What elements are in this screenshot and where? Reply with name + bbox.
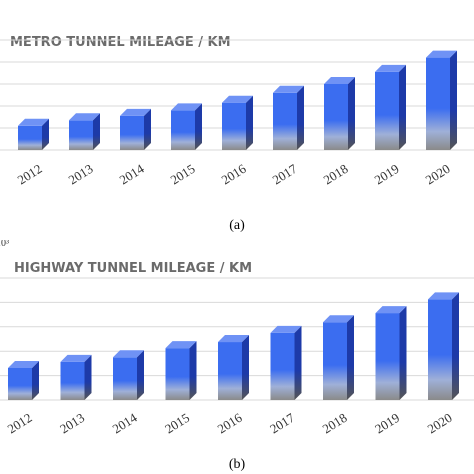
bar — [165, 341, 197, 400]
x-tick-label: 2018 — [320, 410, 350, 436]
x-tick-label: 2020 — [423, 161, 453, 187]
x-tick-label: 2017 — [267, 410, 297, 437]
bar — [323, 315, 354, 400]
x-tick-label: 2016 — [219, 161, 249, 188]
x-tick-label: 2015 — [168, 161, 198, 187]
x-tick-label: 2012 — [15, 161, 45, 187]
bar — [218, 335, 249, 400]
bar — [113, 350, 144, 400]
bar — [69, 113, 100, 150]
x-tick-label: 2014 — [117, 161, 147, 188]
x-tick-label: 2014 — [110, 410, 140, 437]
bar — [8, 360, 39, 400]
metro-tunnel-chart-panel: METRO TUNNEL MILEAGE / KM 2012 2013 2014 20… — [0, 35, 474, 233]
x-tick-label: 2019 — [372, 161, 402, 187]
x-tick-label: 2017 — [270, 161, 300, 188]
x-tick-label: 2013 — [57, 410, 87, 436]
bar — [270, 325, 302, 400]
x-tick-label: 2013 — [66, 161, 96, 187]
bar — [18, 118, 49, 150]
highway-tunnel-chart-panel: 10³ HIGHWAY TUNNEL MILEAGE / KM 2012 2013… — [0, 240, 474, 474]
x-tick-label: 2019 — [372, 410, 402, 436]
bar — [273, 85, 304, 150]
figure-caption: (b) — [229, 457, 246, 472]
bar — [171, 103, 202, 150]
x-tick-label: 2015 — [162, 410, 192, 436]
chart-title: METRO TUNNEL MILEAGE / KM — [10, 35, 231, 50]
bar — [222, 95, 253, 150]
metro-tunnel-chart: METRO TUNNEL MILEAGE / KM 2012 2013 2014 20… — [0, 35, 474, 233]
bar — [375, 64, 406, 150]
x-tick-label: 2012 — [5, 410, 35, 436]
bar — [120, 108, 151, 150]
axis-multiplier: 10³ — [0, 240, 9, 249]
x-tick-label: 2018 — [321, 161, 351, 187]
bar — [375, 306, 407, 400]
x-tick-label: 2020 — [425, 410, 455, 436]
bar — [324, 77, 355, 150]
bar — [60, 354, 92, 400]
figure-caption: (a) — [229, 218, 245, 233]
highway-tunnel-chart: 10³ HIGHWAY TUNNEL MILEAGE / KM 2012 2013… — [0, 240, 474, 472]
bar — [426, 50, 457, 150]
x-tick-label: 2016 — [215, 410, 245, 437]
bar — [428, 292, 459, 400]
chart-title: HIGHWAY TUNNEL MILEAGE / KM — [14, 261, 252, 276]
